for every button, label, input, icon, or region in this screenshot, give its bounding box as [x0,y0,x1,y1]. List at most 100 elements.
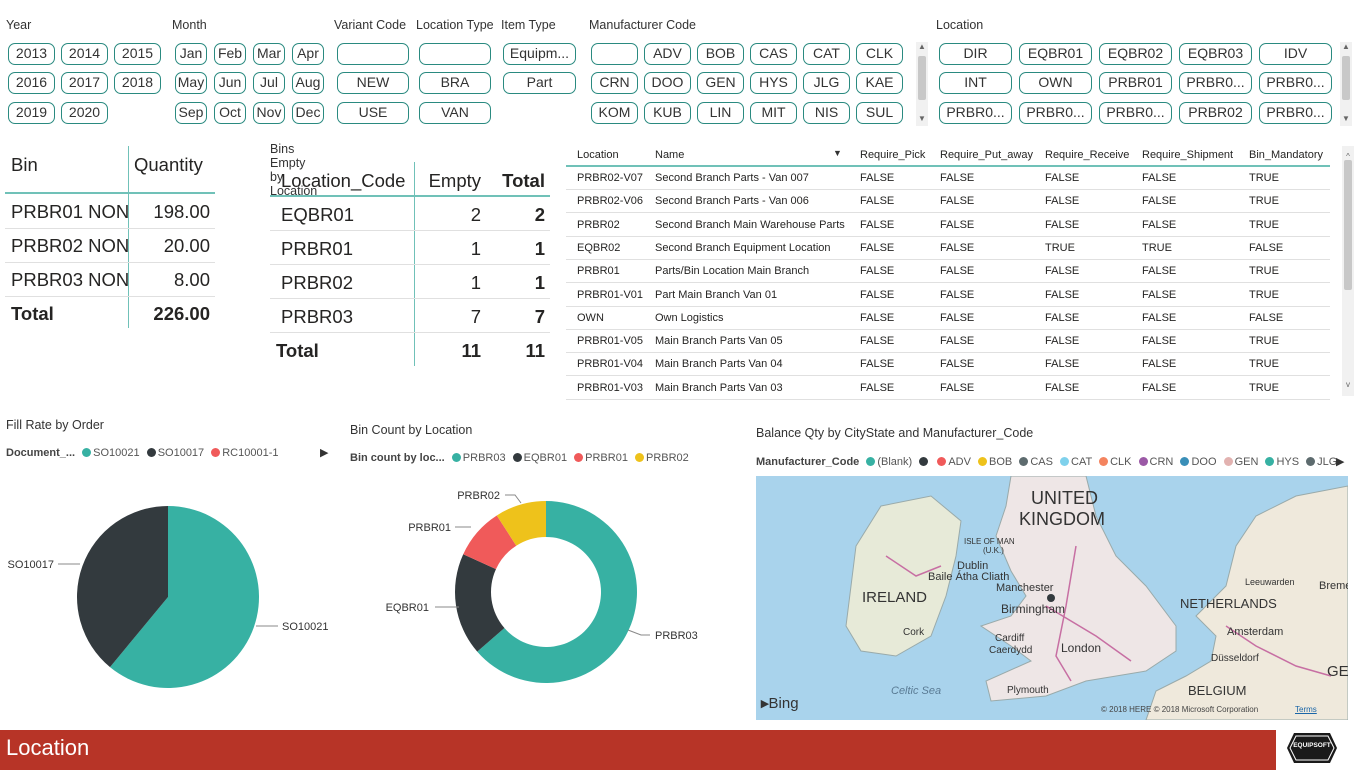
month-aug[interactable]: Aug [292,72,324,94]
col-header-name[interactable]: Name [655,149,684,161]
header-location-code[interactable]: Location_Code [281,170,405,192]
year-2017[interactable]: 2017 [61,72,108,94]
header-quantity[interactable]: Quantity [134,154,203,176]
loc-prbr0-a[interactable]: PRBR0... [1179,72,1252,94]
loc-eqbr02[interactable]: EQBR02 [1099,43,1172,65]
month-feb[interactable]: Feb [214,43,246,65]
variant-new[interactable]: NEW [337,72,409,94]
legend-item[interactable]: PRBR02 [646,452,689,464]
year-2015[interactable]: 2015 [114,43,161,65]
legend-item[interactable]: CRN [1150,456,1174,468]
mfr-bob[interactable]: BOB [697,43,744,65]
year-2019[interactable]: 2019 [8,102,55,124]
legend-item[interactable]: JLG [1317,456,1337,468]
mfr-blank[interactable] [591,43,638,65]
mfr-kae[interactable]: KAE [856,72,903,94]
legend-item[interactable]: PRBR01 [585,452,628,464]
loctype-blank[interactable] [419,43,491,65]
mfr-doo[interactable]: DOO [644,72,691,94]
month-may[interactable]: May [175,72,207,94]
col-header-bin-mandatory[interactable]: Bin_Mandatory [1249,149,1323,161]
year-2018[interactable]: 2018 [114,72,161,94]
month-jun[interactable]: Jun [214,72,246,94]
year-2020[interactable]: 2020 [61,102,108,124]
month-mar[interactable]: Mar [253,43,285,65]
month-dec[interactable]: Dec [292,102,324,124]
header-bin[interactable]: Bin [11,154,38,176]
variant-use[interactable]: USE [337,102,409,124]
month-nov[interactable]: Nov [253,102,285,124]
mfr-cas[interactable]: CAS [750,43,797,65]
legend-next-icon[interactable]: ▶ [320,446,328,459]
loc-eqbr03[interactable]: EQBR03 [1179,43,1252,65]
legend-item[interactable]: HYS [1276,456,1299,468]
mfr-cat[interactable]: CAT [803,43,850,65]
legend-item[interactable]: CAS [1030,456,1053,468]
mfr-kub[interactable]: KUB [644,102,691,124]
loc-int[interactable]: INT [939,72,1012,94]
mfr-kom[interactable]: KOM [591,102,638,124]
mfr-hys[interactable]: HYS [750,72,797,94]
scroll-up-arrow-icon[interactable]: ^ [1342,152,1354,161]
map-terms-link[interactable]: Terms [1295,705,1317,714]
mfr-crn[interactable]: CRN [591,72,638,94]
month-jul[interactable]: Jul [253,72,285,94]
loc-prbr0-d[interactable]: PRBR0... [1019,102,1092,124]
header-empty[interactable]: Empty [420,170,481,192]
legend-item[interactable]: BOB [989,456,1012,468]
loc-idv[interactable]: IDV [1259,43,1332,65]
loc-own[interactable]: OWN [1019,72,1092,94]
month-oct[interactable]: Oct [214,102,246,124]
loc-prbr0-b[interactable]: PRBR0... [1259,72,1332,94]
legend-item[interactable]: GEN [1235,456,1259,468]
legend-item[interactable]: DOO [1191,456,1216,468]
month-apr[interactable]: Apr [292,43,324,65]
itemtype-part[interactable]: Part [503,72,576,94]
loc-prbr0-e[interactable]: PRBR0... [1099,102,1172,124]
mfr-nis[interactable]: NIS [803,102,850,124]
mfr-jlg[interactable]: JLG [803,72,850,94]
scroll-up-arrow-icon[interactable]: ▲ [1340,42,1352,51]
loc-prbr0-c[interactable]: PRBR0... [939,102,1012,124]
mfr-lin[interactable]: LIN [697,102,744,124]
loctype-van[interactable]: VAN [419,102,491,124]
month-sep[interactable]: Sep [175,102,207,124]
mfr-sul[interactable]: SUL [856,102,903,124]
variant-blank[interactable] [337,43,409,65]
year-2016[interactable]: 2016 [8,72,55,94]
month-jan[interactable]: Jan [175,43,207,65]
col-header-location[interactable]: Location [577,149,619,161]
itemtype-equipment[interactable]: Equipm... [503,43,576,65]
col-header-require-put-away[interactable]: Require_Put_away [940,149,1033,161]
mfr-clk[interactable]: CLK [856,43,903,65]
loc-prbr01[interactable]: PRBR01 [1099,72,1172,94]
table-scrollbar[interactable] [1342,146,1354,396]
legend-item[interactable]: CLK [1110,456,1131,468]
mfr-mit[interactable]: MIT [750,102,797,124]
legend-next-icon[interactable]: ▶ [1336,455,1344,468]
legend-item[interactable]: SO10017 [158,447,204,459]
loc-prbr02[interactable]: PRBR02 [1179,102,1252,124]
loc-prbr0-f[interactable]: PRBR0... [1259,102,1332,124]
legend-item[interactable]: CAT [1071,456,1092,468]
loctype-bra[interactable]: BRA [419,72,491,94]
col-header-require-shipment[interactable]: Require_Shipment [1142,149,1233,161]
col-header-require-receive[interactable]: Require_Receive [1045,149,1129,161]
mfr-gen[interactable]: GEN [697,72,744,94]
scroll-down-arrow-icon[interactable]: ▼ [916,114,928,123]
header-total[interactable]: Total [484,170,545,192]
legend-item[interactable]: ADV [948,456,971,468]
map-canvas[interactable]: UNITED KINGDOM IRELAND NETHERLANDS BELGI… [756,476,1348,720]
sort-descending-icon[interactable]: ▼ [833,148,842,158]
map-location-dot[interactable] [1047,594,1055,602]
legend-item[interactable]: SO10021 [93,447,139,459]
col-header-require-pick[interactable]: Require_Pick [860,149,925,161]
scroll-down-arrow-icon[interactable]: v [1342,380,1354,389]
year-2013[interactable]: 2013 [8,43,55,65]
legend-item[interactable]: PRBR03 [463,452,506,464]
legend-item[interactable]: EQBR01 [524,452,567,464]
scroll-up-arrow-icon[interactable]: ▲ [916,42,928,51]
mfr-adv[interactable]: ADV [644,43,691,65]
legend-item[interactable]: (Blank) [877,456,912,468]
year-2014[interactable]: 2014 [61,43,108,65]
